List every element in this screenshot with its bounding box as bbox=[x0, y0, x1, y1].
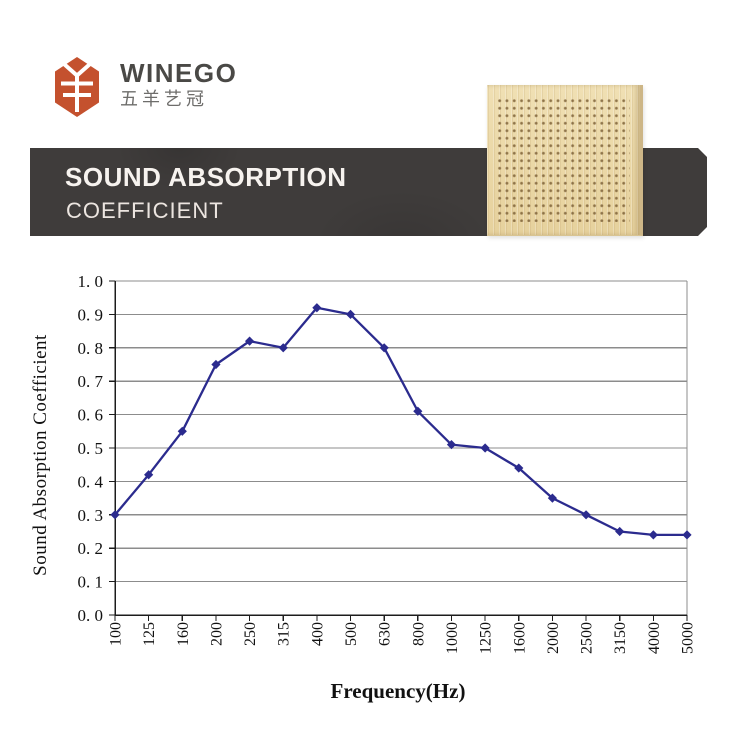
x-tick-label: 630 bbox=[377, 622, 394, 646]
y-axis-title: Sound Absorption Coefficient bbox=[30, 334, 51, 576]
y-tick-label: 0. 7 bbox=[78, 372, 104, 391]
data-point-marker bbox=[110, 510, 120, 520]
data-point-marker bbox=[413, 406, 423, 416]
data-point-marker bbox=[682, 530, 692, 540]
y-tick-label: 0. 9 bbox=[78, 305, 104, 324]
data-point-marker bbox=[211, 359, 221, 370]
x-tick-label: 160 bbox=[175, 622, 192, 646]
y-tick-label: 0. 5 bbox=[78, 439, 104, 458]
x-tick-label: 2000 bbox=[545, 622, 562, 654]
x-tick-label: 500 bbox=[343, 622, 360, 646]
x-tick-label: 3150 bbox=[612, 622, 629, 654]
sheep-hexagon-icon bbox=[55, 57, 99, 117]
x-axis-title: Frequency(Hz) bbox=[331, 679, 466, 703]
x-tick-label: 4000 bbox=[646, 622, 663, 654]
panel-perforation-dots bbox=[496, 97, 630, 222]
data-point-marker bbox=[648, 530, 658, 540]
x-tick-label: 800 bbox=[410, 622, 427, 646]
x-tick-label: 1600 bbox=[511, 622, 528, 654]
y-tick-label: 0. 2 bbox=[78, 539, 104, 558]
banner-subtitle: COEFFICIENT bbox=[66, 198, 224, 223]
data-point-marker bbox=[581, 510, 591, 520]
y-tick-label: 0. 0 bbox=[78, 606, 104, 625]
data-point-marker bbox=[615, 526, 625, 537]
x-tick-label: 2500 bbox=[579, 622, 596, 654]
x-tick-label: 5000 bbox=[680, 622, 697, 654]
data-point-marker bbox=[278, 343, 288, 353]
x-tick-label: 125 bbox=[141, 622, 158, 646]
data-point-marker bbox=[312, 303, 322, 313]
x-tick-label: 1250 bbox=[478, 622, 495, 654]
y-tick-label: 0. 8 bbox=[78, 339, 104, 358]
x-tick-label: 250 bbox=[242, 622, 259, 646]
banner-title: SOUND ABSORPTION bbox=[65, 162, 347, 192]
y-tick-label: 0. 4 bbox=[78, 472, 104, 491]
x-tick-label: 400 bbox=[309, 622, 326, 646]
y-tick-label: 0. 6 bbox=[78, 406, 104, 425]
brand-name: WINEGO bbox=[120, 58, 238, 88]
x-tick-label: 315 bbox=[276, 622, 293, 646]
x-tick-label: 100 bbox=[108, 622, 125, 646]
data-point-marker bbox=[480, 443, 490, 453]
data-point-marker bbox=[177, 426, 187, 436]
data-point-marker bbox=[244, 336, 255, 346]
brand-name-chinese: 五羊艺冠 bbox=[120, 89, 208, 109]
perforated-wood-panel-image bbox=[487, 85, 643, 236]
sound-absorption-line-chart: 0. 0 0. 1 0. 2 0. 3 0. 4 0. 5 0. 6 0. 7 0. 8 0. 9… bbox=[30, 272, 697, 703]
y-tick-label: 0. 1 bbox=[78, 573, 104, 592]
x-tick-label: 1000 bbox=[444, 622, 461, 654]
brand-block: WINEGO 五羊艺冠 bbox=[120, 60, 237, 108]
y-tick-label: 0. 3 bbox=[78, 506, 104, 525]
data-line bbox=[114, 306, 687, 536]
x-tick-label: 200 bbox=[208, 622, 225, 646]
y-tick-label: 1. 0 bbox=[78, 272, 104, 291]
